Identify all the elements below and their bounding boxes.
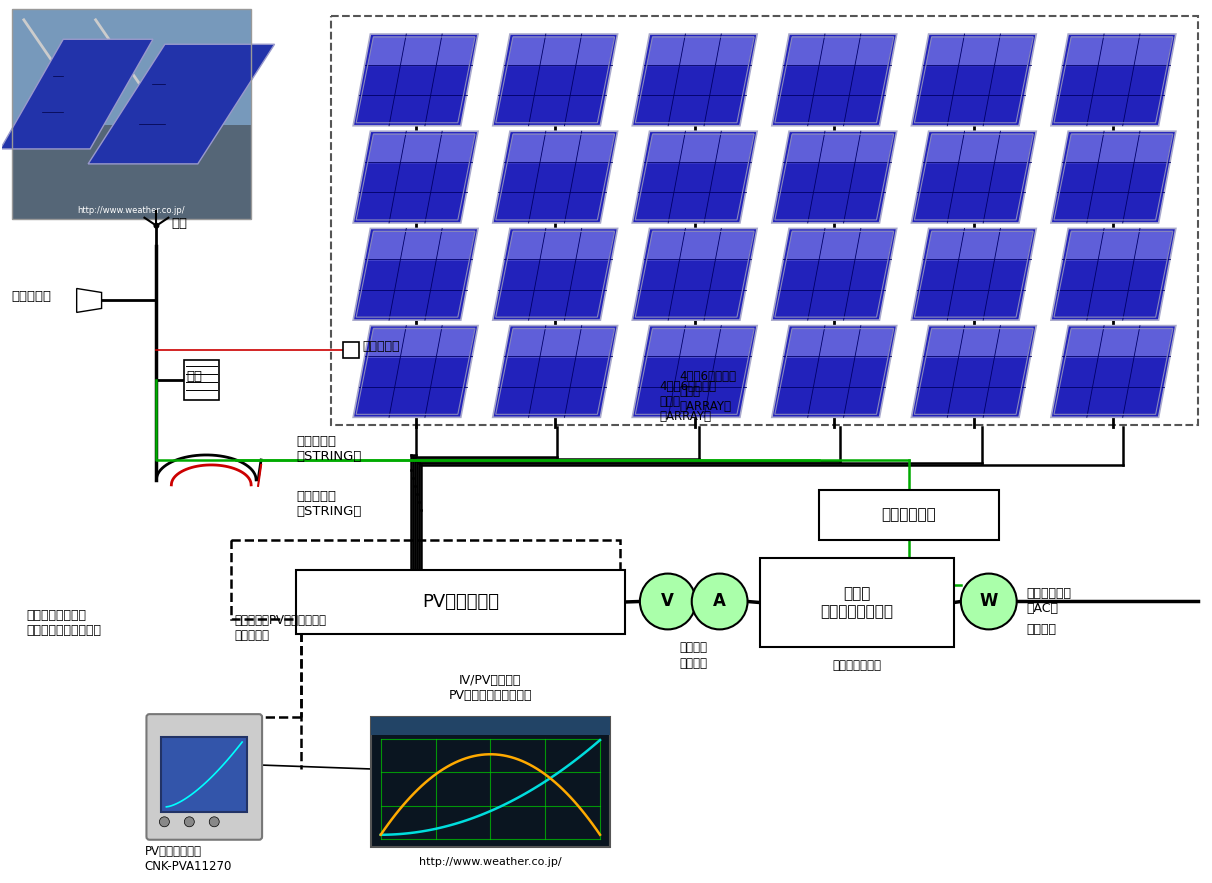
Circle shape xyxy=(961,574,1017,630)
Polygon shape xyxy=(76,289,102,313)
Text: 4直劗6並列の例
アレイ
（ARRAY）: 4直劗6並列の例 アレイ （ARRAY） xyxy=(659,381,716,423)
Polygon shape xyxy=(633,34,758,125)
Polygon shape xyxy=(633,229,758,321)
Text: 発電電流: 発電電流 xyxy=(680,641,708,654)
Text: 風速: 風速 xyxy=(171,217,188,230)
Polygon shape xyxy=(507,328,614,358)
Polygon shape xyxy=(493,34,618,125)
Bar xyxy=(760,558,954,647)
Polygon shape xyxy=(493,132,618,223)
Bar xyxy=(231,540,621,620)
Polygon shape xyxy=(772,229,897,321)
Text: A: A xyxy=(713,592,726,610)
Polygon shape xyxy=(493,326,618,418)
Polygon shape xyxy=(911,132,1036,223)
Text: IV/PVカーブで
PVパネルの特性を確認: IV/PVカーブで PVパネルの特性を確認 xyxy=(448,675,532,702)
Polygon shape xyxy=(353,34,478,125)
Circle shape xyxy=(210,817,219,826)
Polygon shape xyxy=(1051,132,1176,223)
Circle shape xyxy=(160,817,170,826)
Bar xyxy=(184,360,219,400)
Bar xyxy=(12,125,251,219)
Polygon shape xyxy=(926,36,1034,66)
Text: パワー
コンディショナー: パワー コンディショナー xyxy=(821,586,893,619)
Polygon shape xyxy=(926,133,1034,163)
Polygon shape xyxy=(493,229,618,321)
Polygon shape xyxy=(787,36,893,66)
Polygon shape xyxy=(367,230,475,260)
Polygon shape xyxy=(367,36,475,66)
Text: ストリング
（STRING）: ストリング （STRING） xyxy=(296,435,361,463)
Bar xyxy=(331,17,1199,425)
Polygon shape xyxy=(1051,34,1176,125)
Text: W: W xyxy=(979,592,997,610)
Polygon shape xyxy=(0,39,153,149)
Polygon shape xyxy=(353,132,478,223)
Polygon shape xyxy=(772,34,897,125)
Polygon shape xyxy=(367,133,475,163)
Bar xyxy=(12,10,251,125)
FancyBboxPatch shape xyxy=(147,714,262,840)
Polygon shape xyxy=(1065,36,1173,66)
Text: 負荷電力: 負荷電力 xyxy=(1027,623,1057,637)
Polygon shape xyxy=(353,326,478,418)
Polygon shape xyxy=(911,34,1036,125)
Polygon shape xyxy=(353,229,478,321)
Text: 測定時のみPVアナライザー
に分岐する: 測定時のみPVアナライザー に分岐する xyxy=(234,615,326,643)
Polygon shape xyxy=(772,132,897,223)
Text: パネル温度: パネル温度 xyxy=(362,340,400,353)
Polygon shape xyxy=(911,326,1036,418)
Polygon shape xyxy=(787,230,893,260)
Polygon shape xyxy=(507,133,614,163)
Polygon shape xyxy=(911,229,1036,321)
Polygon shape xyxy=(1051,229,1176,321)
Bar xyxy=(819,490,999,540)
Polygon shape xyxy=(1051,326,1176,418)
Text: 気温: 気温 xyxy=(187,370,202,382)
Polygon shape xyxy=(1065,133,1173,163)
Bar xyxy=(371,717,610,847)
Bar xyxy=(296,570,625,634)
Text: 傍斜日射量: 傍斜日射量 xyxy=(12,290,52,303)
Text: 一時的に分岐して
ストリング単位で計測: 一時的に分岐して ストリング単位で計測 xyxy=(27,609,102,638)
Polygon shape xyxy=(787,133,893,163)
Circle shape xyxy=(692,574,748,630)
Polygon shape xyxy=(926,328,1034,358)
Polygon shape xyxy=(633,132,758,223)
Polygon shape xyxy=(646,36,754,66)
Bar xyxy=(343,343,359,358)
Polygon shape xyxy=(1065,328,1173,358)
Polygon shape xyxy=(646,328,754,358)
Polygon shape xyxy=(772,326,897,418)
Polygon shape xyxy=(926,230,1034,260)
Text: V: V xyxy=(662,592,674,610)
Polygon shape xyxy=(1065,230,1173,260)
Polygon shape xyxy=(787,328,893,358)
Polygon shape xyxy=(507,230,614,260)
Polygon shape xyxy=(633,326,758,418)
Circle shape xyxy=(154,223,160,229)
Bar xyxy=(12,10,251,219)
Circle shape xyxy=(640,574,696,630)
Text: http://www.weather.co.jp/: http://www.weather.co.jp/ xyxy=(419,857,561,867)
Text: PVスキャナー: PVスキャナー xyxy=(422,593,499,611)
Polygon shape xyxy=(646,133,754,163)
Polygon shape xyxy=(88,44,275,164)
Polygon shape xyxy=(367,328,475,358)
Text: ストリング
（STRING）: ストリング （STRING） xyxy=(296,490,361,517)
Text: PVアナライザー
CNK-PVA11270: PVアナライザー CNK-PVA11270 xyxy=(144,845,231,872)
Bar xyxy=(371,717,610,735)
Text: http://www.weather.co.jp/: http://www.weather.co.jp/ xyxy=(78,207,185,215)
Bar xyxy=(161,737,247,811)
Text: データロガー: データロガー xyxy=(881,507,937,522)
Text: 複数の場合あり: 複数の場合あり xyxy=(833,660,881,672)
Polygon shape xyxy=(507,36,614,66)
Text: 発電電圧: 発電電圧 xyxy=(680,657,708,670)
Text: 系統電力網へ
（AC）: 系統電力網へ （AC） xyxy=(1027,586,1071,615)
Text: 4直劗6並列の例
アレイ
（ARRAY）: 4直劗6並列の例 アレイ （ARRAY） xyxy=(680,370,737,413)
Circle shape xyxy=(184,817,194,826)
Polygon shape xyxy=(646,230,754,260)
